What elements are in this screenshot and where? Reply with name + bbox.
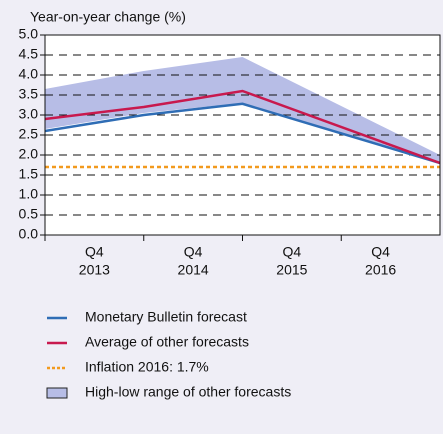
x-tick-label: Q4 bbox=[283, 244, 302, 260]
legend-swatch bbox=[46, 387, 68, 399]
legend-label: Monetary Bulletin forecast bbox=[85, 309, 247, 325]
legend-label: Average of other forecasts bbox=[85, 334, 249, 350]
series-line bbox=[44, 102, 441, 165]
y-tick-label: 5.0 bbox=[19, 26, 39, 42]
legend-label: High-low range of other forecasts bbox=[85, 384, 291, 400]
y-tick-label: 1.5 bbox=[19, 166, 39, 182]
range-area bbox=[45, 57, 440, 163]
y-tick-label: 2.5 bbox=[19, 126, 39, 142]
y-tick-label: 4.5 bbox=[19, 46, 39, 62]
legend-label: Inflation 2016: 1.7% bbox=[85, 359, 209, 375]
y-tick-label: 3.0 bbox=[19, 106, 39, 122]
chart-title: Year-on-year change (%) bbox=[30, 9, 186, 25]
y-tick-label: 3.5 bbox=[19, 86, 39, 102]
x-tick-label: 2015 bbox=[276, 262, 307, 278]
y-tick-label: 1.0 bbox=[19, 186, 39, 202]
y-tick-label: 4.0 bbox=[19, 66, 39, 82]
y-tick-label: 0.0 bbox=[19, 226, 39, 242]
x-tick-label: 2014 bbox=[178, 262, 209, 278]
x-tick-label: Q4 bbox=[371, 244, 390, 260]
y-tick-label: 2.0 bbox=[19, 146, 39, 162]
x-tick-label: Q4 bbox=[184, 244, 203, 260]
x-tick-label: 2016 bbox=[365, 262, 396, 278]
series-line bbox=[44, 89, 441, 165]
x-tick-label: 2013 bbox=[79, 262, 110, 278]
x-tick-label: Q4 bbox=[85, 244, 104, 260]
y-tick-label: 0.5 bbox=[19, 206, 39, 222]
